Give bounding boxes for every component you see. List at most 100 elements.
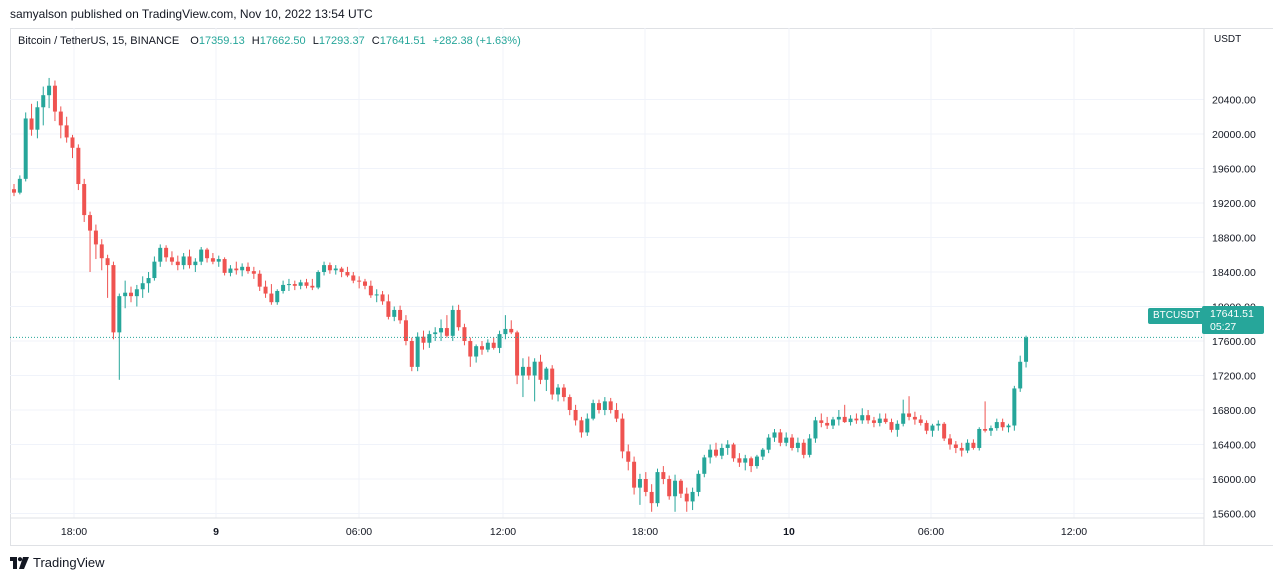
candle-down[interactable]: [456, 304, 461, 331]
candle-up[interactable]: [965, 439, 970, 454]
candle-up[interactable]: [503, 315, 508, 340]
candle-down[interactable]: [58, 106, 63, 139]
candle-up[interactable]: [415, 332, 420, 372]
symbol-title[interactable]: Bitcoin / TetherUS, 15, BINANCE: [18, 35, 180, 47]
candle-up[interactable]: [585, 413, 590, 436]
candle-up[interactable]: [719, 443, 724, 460]
candle-down[interactable]: [345, 266, 350, 278]
candle-down[interactable]: [614, 403, 619, 423]
candle-down[interactable]: [409, 337, 414, 372]
candle-down[interactable]: [942, 422, 947, 442]
candle-down[interactable]: [620, 413, 625, 459]
candle-up[interactable]: [532, 358, 537, 402]
candle-down[interactable]: [573, 404, 578, 426]
candle-down[interactable]: [480, 341, 484, 355]
candle-down[interactable]: [626, 444, 631, 471]
candle-down[interactable]: [327, 262, 332, 274]
candle-up[interactable]: [930, 423, 935, 437]
candle-down[interactable]: [649, 484, 654, 512]
candle-up[interactable]: [199, 246, 204, 266]
candle-up[interactable]: [901, 399, 906, 427]
candle-up[interactable]: [655, 468, 660, 507]
candle-up[interactable]: [772, 428, 777, 442]
candle-up[interactable]: [696, 470, 701, 497]
candle-down[interactable]: [684, 487, 689, 512]
candle-down[interactable]: [222, 257, 227, 276]
candle-up[interactable]: [673, 474, 678, 512]
candle-up[interactable]: [286, 278, 291, 291]
candle-up[interactable]: [316, 270, 321, 290]
candle-up[interactable]: [766, 434, 771, 454]
candle-down[interactable]: [842, 404, 847, 423]
candle-up[interactable]: [936, 420, 941, 431]
candle-up[interactable]: [895, 420, 900, 437]
candle-up[interactable]: [602, 397, 607, 416]
candle-up[interactable]: [836, 410, 841, 426]
candle-down[interactable]: [971, 439, 976, 450]
candle-up[interactable]: [831, 416, 835, 429]
candle-down[interactable]: [169, 251, 174, 266]
candle-up[interactable]: [807, 434, 812, 458]
candle-down[interactable]: [357, 276, 362, 289]
candle-down[interactable]: [380, 290, 385, 305]
candle-up[interactable]: [439, 319, 444, 341]
candle-up[interactable]: [988, 425, 993, 436]
candle-up[interactable]: [708, 444, 713, 464]
candle-up[interactable]: [860, 408, 865, 424]
candle-down[interactable]: [251, 266, 256, 279]
footer-brand[interactable]: TradingView: [10, 554, 105, 572]
candle-up[interactable]: [1018, 355, 1023, 392]
candle-up[interactable]: [474, 344, 479, 363]
candle-up[interactable]: [17, 175, 22, 195]
candle-down[interactable]: [304, 278, 309, 289]
candle-down[interactable]: [386, 294, 391, 320]
candle-down[interactable]: [29, 103, 34, 136]
candle-down[interactable]: [608, 397, 613, 414]
candle-down[interactable]: [567, 394, 572, 416]
candle-up[interactable]: [520, 358, 525, 398]
candle-down[interactable]: [1000, 418, 1005, 431]
candle-up[interactable]: [228, 265, 233, 277]
candle-up[interactable]: [134, 284, 139, 307]
candle-down[interactable]: [749, 456, 754, 473]
candle-down[interactable]: [129, 286, 133, 303]
candle-down[interactable]: [368, 280, 373, 298]
candle-up[interactable]: [725, 440, 730, 455]
candle-down[interactable]: [883, 413, 888, 424]
candle-down[interactable]: [462, 323, 467, 346]
candle-up[interactable]: [450, 305, 455, 341]
candle-down[interactable]: [292, 280, 297, 291]
candle-down[interactable]: [515, 330, 520, 385]
candle-down[interactable]: [421, 330, 426, 350]
candle-down[interactable]: [175, 255, 180, 271]
candle-down[interactable]: [538, 354, 543, 385]
candle-down[interactable]: [468, 337, 473, 367]
candle-up[interactable]: [322, 261, 327, 276]
candle-down[interactable]: [561, 384, 566, 402]
candle-down[interactable]: [403, 315, 408, 346]
candle-down[interactable]: [444, 315, 449, 338]
candle-up[interactable]: [140, 276, 145, 298]
candle-down[interactable]: [866, 410, 871, 424]
candle-down[interactable]: [953, 441, 958, 454]
candle-up[interactable]: [433, 327, 438, 341]
candle-down[interactable]: [99, 239, 104, 271]
candle-down[interactable]: [205, 247, 210, 263]
candle-up[interactable]: [977, 427, 982, 451]
candle-down[interactable]: [678, 479, 683, 498]
candle-down[interactable]: [907, 396, 912, 421]
candle-up[interactable]: [994, 418, 999, 431]
candle-up[interactable]: [848, 415, 853, 426]
candle-up[interactable]: [333, 265, 338, 275]
candle-down[interactable]: [246, 262, 250, 274]
candle-down[interactable]: [76, 144, 81, 191]
candle-up[interactable]: [702, 454, 707, 478]
candle-up[interactable]: [1012, 385, 1017, 431]
candle-up[interactable]: [795, 437, 800, 453]
candle-up[interactable]: [813, 416, 818, 443]
candle-down[interactable]: [88, 211, 93, 272]
candle-down[interactable]: [351, 272, 356, 284]
candle-up[interactable]: [193, 258, 198, 272]
candle-up[interactable]: [760, 447, 765, 461]
candle-down[interactable]: [983, 401, 988, 433]
